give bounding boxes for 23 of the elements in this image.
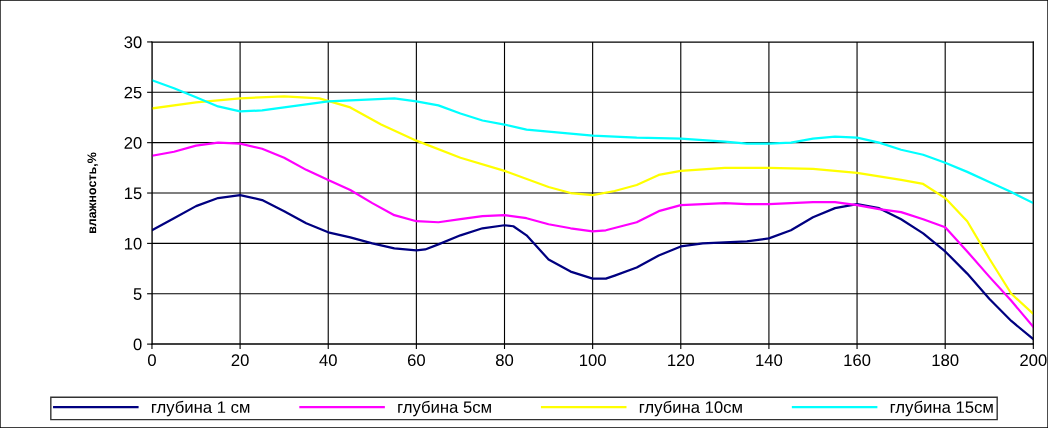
legend-label: глубина 1 см — [151, 400, 250, 417]
y-tick-label: 0 — [133, 338, 142, 351]
x-tick-label: 140 — [756, 354, 783, 367]
y-tick-label: 15 — [124, 187, 142, 200]
x-tick-label: 60 — [407, 354, 425, 367]
y-tick-label: 25 — [124, 86, 142, 99]
x-tick-label: 20 — [231, 354, 249, 367]
y-tick-label: 30 — [124, 36, 142, 49]
legend-label: глубина 10см — [639, 400, 742, 417]
x-tick-label: 80 — [495, 354, 514, 367]
x-tick-label: 180 — [932, 354, 959, 367]
x-tick-label: 160 — [844, 354, 871, 367]
legend-label: глубина 15см — [890, 400, 993, 417]
x-tick-label: 120 — [668, 354, 695, 367]
y-tick-label: 10 — [124, 237, 142, 250]
x-tick-label: 0 — [147, 354, 156, 367]
y-tick-label: 20 — [124, 137, 142, 149]
y-axis-title: влажность,% — [87, 152, 99, 233]
x-tick-label: 40 — [319, 354, 337, 367]
x-tick-label: 100 — [580, 354, 606, 367]
legend-label: глубина 5см — [398, 400, 491, 417]
x-tick-label: 200 — [1020, 354, 1047, 367]
y-tick-label: 5 — [133, 288, 142, 300]
